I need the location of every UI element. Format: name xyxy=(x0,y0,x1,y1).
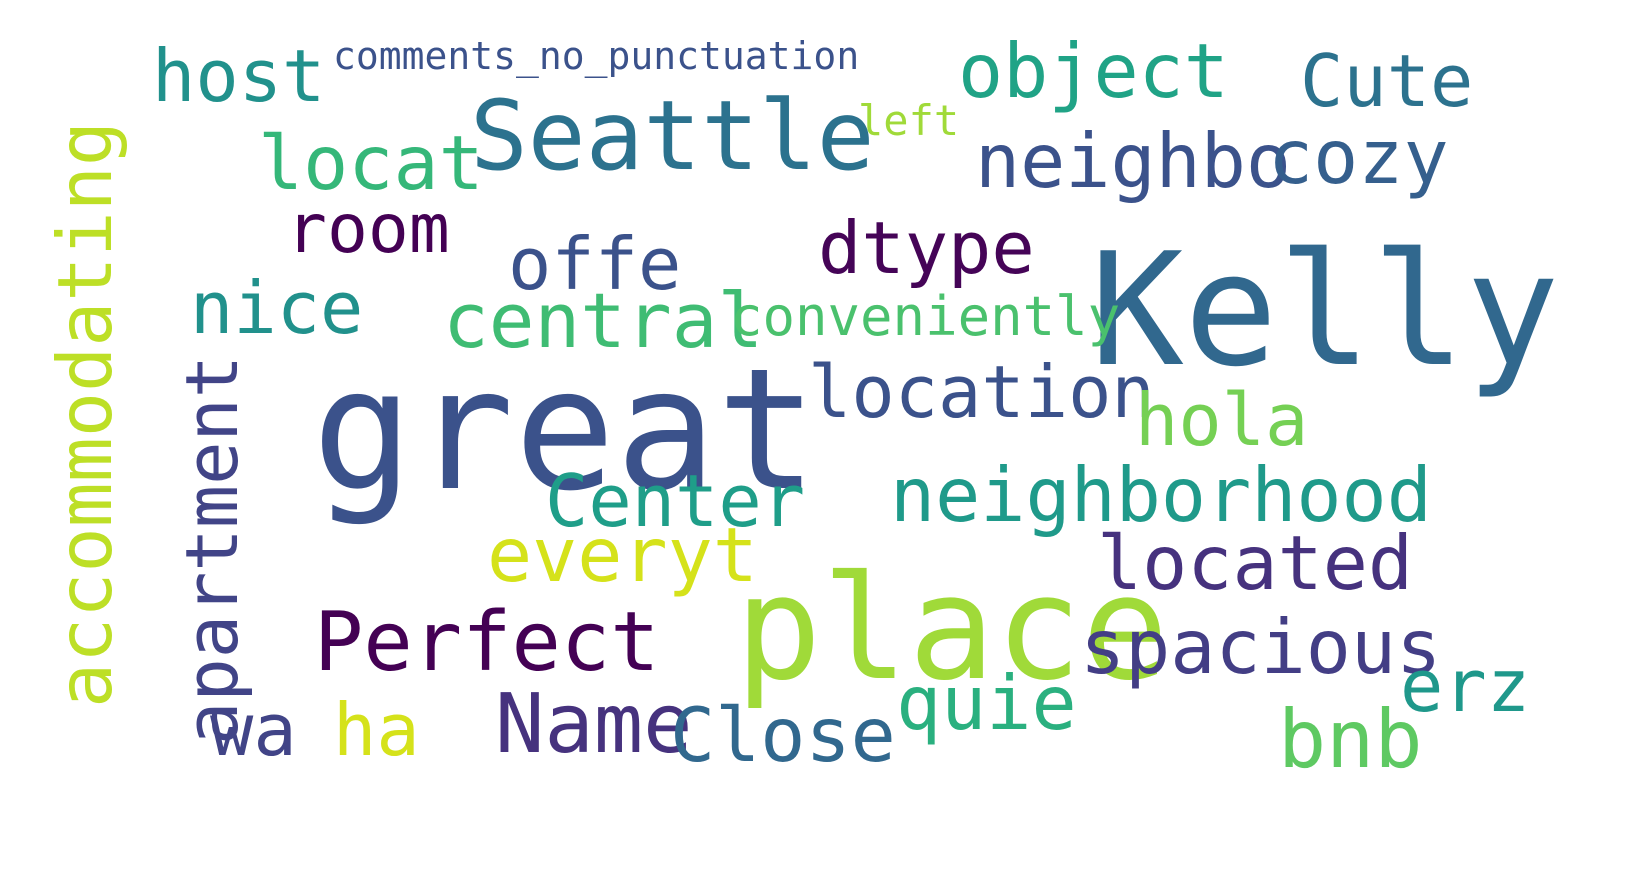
word-located: located xyxy=(1097,519,1414,607)
word-close: Close xyxy=(670,691,896,779)
word-nice: nice xyxy=(190,266,364,350)
word-locat: locat xyxy=(258,119,484,207)
word-hola: hola xyxy=(1135,378,1309,462)
word-neighborhood: neighborhood xyxy=(890,451,1432,539)
word-erz: erz xyxy=(1400,644,1531,728)
word-ha: ha xyxy=(333,688,420,772)
word-dtype: dtype xyxy=(818,206,1035,290)
word-place: place xyxy=(735,544,1169,712)
word-quie: quie xyxy=(896,659,1077,747)
word-room: room xyxy=(286,190,450,269)
word-center: Center xyxy=(545,459,806,543)
word-object: object xyxy=(958,27,1229,115)
word-cute: Cute xyxy=(1300,39,1474,123)
word-comments-no-punctuation: comments_no_punctuation xyxy=(333,34,860,78)
word-seattle: Seattle xyxy=(470,80,875,192)
word-location: location xyxy=(808,350,1155,434)
word-neighbo: neighbo xyxy=(975,117,1292,205)
word-host: host xyxy=(152,34,326,118)
word-wa: wa xyxy=(210,688,297,772)
word-apartment: apartment xyxy=(170,354,254,745)
word-bnb: bnb xyxy=(1278,693,1423,786)
word-spacious: spacious xyxy=(1080,603,1442,691)
word-central: central xyxy=(443,276,764,365)
word-conveniently: conveniently xyxy=(730,285,1121,348)
word-everyt: everyt xyxy=(487,511,758,599)
word-offe: offe xyxy=(508,222,682,306)
word-name: Name xyxy=(495,677,693,772)
word-kelly: Kelly xyxy=(1090,219,1560,401)
word-great: great xyxy=(312,332,818,528)
word-cozy: cozy xyxy=(1268,113,1449,201)
word-perfect: Perfect xyxy=(314,595,660,690)
word-left: left xyxy=(858,96,960,145)
word-accommodating: accommodating xyxy=(41,121,129,708)
